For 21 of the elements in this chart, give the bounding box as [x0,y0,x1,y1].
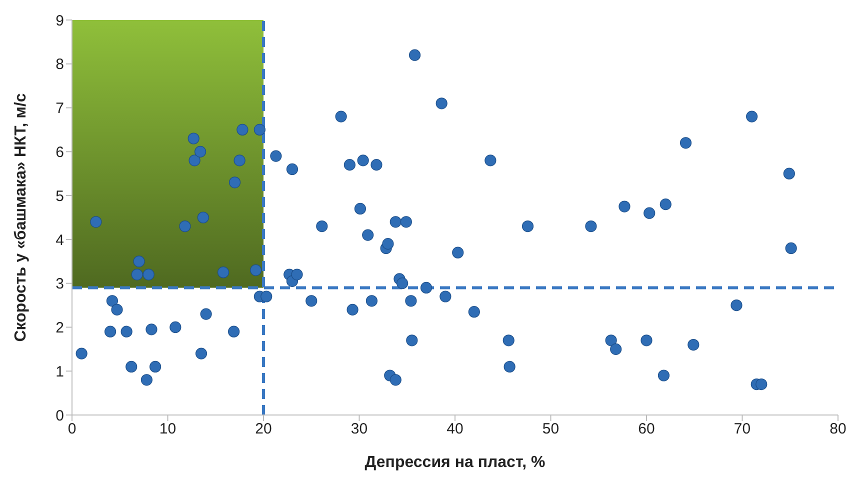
y-tick-label: 7 [56,100,64,118]
y-tick-label: 9 [56,12,64,30]
x-tick-label: 60 [638,420,655,438]
y-tick-label: 8 [56,56,64,74]
x-tick-label: 20 [255,420,272,438]
y-tick-label: 2 [56,320,64,337]
x-tick-label: 10 [159,420,176,438]
x-axis-title: Депрессия на пласт, % [364,454,546,471]
y-tick-label: 3 [56,276,64,293]
x-tick-label: 30 [350,420,368,438]
y-tick-label: 4 [56,232,64,249]
y-tick-label: 0 [56,407,64,424]
y-tick-label: 1 [56,363,64,380]
x-tick-label: 80 [830,420,846,438]
y-axis-title: Скорость у «башмака» НКТ, м/с [12,93,30,342]
y-tick-label: 6 [56,144,64,161]
x-tick-label: 70 [734,420,751,438]
y-tick-label: 5 [56,188,64,205]
x-tick-label: 0 [68,420,76,438]
x-tick-label: 40 [446,420,464,438]
x-tick-label: 50 [542,420,560,438]
